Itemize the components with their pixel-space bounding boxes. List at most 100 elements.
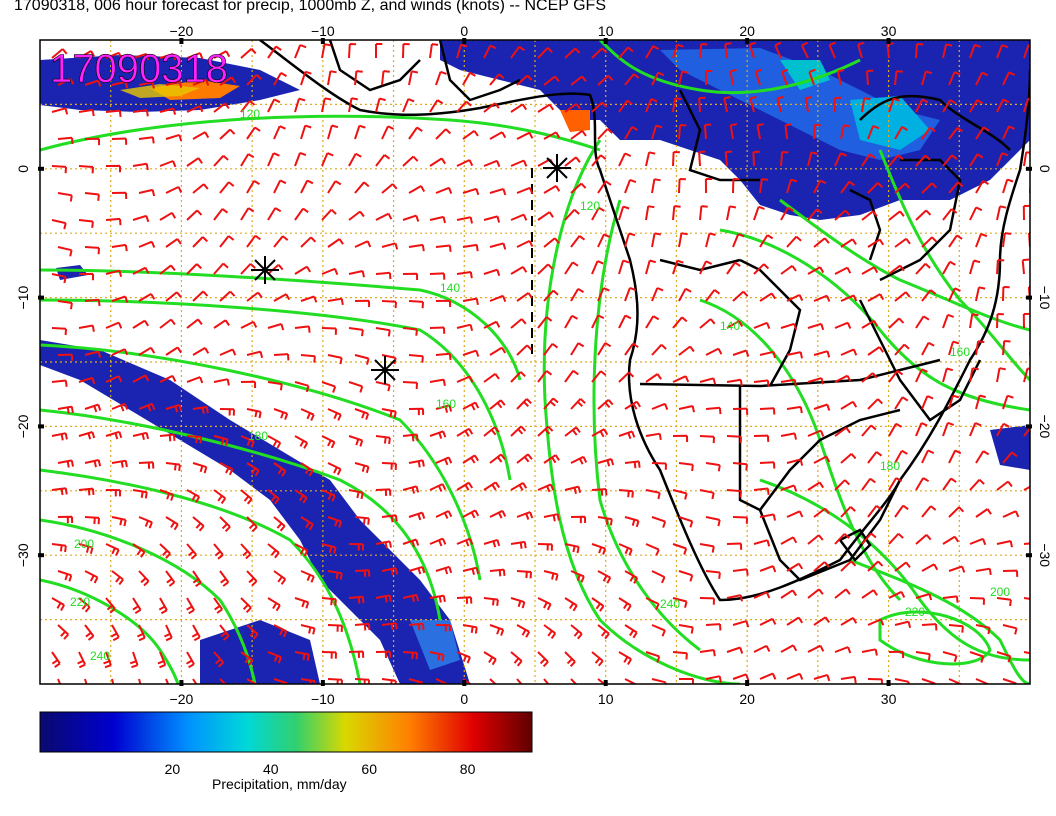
wind-barb (105, 269, 123, 278)
wind-barb (213, 262, 229, 275)
wind-barb (753, 434, 770, 442)
wind-barb (429, 651, 445, 662)
wind-barb (483, 268, 501, 277)
wind-barb (975, 126, 990, 140)
wind-barb-feather (552, 514, 556, 522)
wind-barb (543, 513, 560, 521)
wind-barb (543, 289, 559, 302)
wind-barb (375, 381, 391, 392)
wind-barb (138, 240, 156, 248)
wind-barb-feather (601, 630, 607, 637)
wind-barb (753, 539, 771, 547)
wind-barb (597, 233, 611, 248)
wind-barb (651, 570, 666, 584)
wind-barb (462, 401, 480, 410)
wind-barb (78, 324, 95, 332)
wind-barb (948, 181, 964, 194)
wind-barb-feather (191, 494, 197, 501)
wind-barb (570, 455, 588, 464)
wind-barb (321, 267, 339, 275)
contour-label: 180 (248, 429, 268, 443)
wind-barb (348, 43, 357, 59)
wind-barb (724, 150, 733, 167)
wind-barb (165, 570, 176, 587)
wind-barb (462, 349, 480, 357)
wind-barb (921, 341, 935, 356)
wind-barb (942, 421, 955, 437)
wind-barb (726, 435, 742, 444)
wind-barb-feather (390, 515, 394, 523)
wind-barb (192, 131, 210, 140)
wind-barb (192, 78, 210, 86)
wind-barb (273, 72, 288, 86)
wind-barb (759, 178, 769, 194)
wind-barb (975, 71, 989, 86)
wind-barb (624, 570, 639, 584)
wind-barb (408, 354, 424, 363)
wind-barb (483, 481, 501, 491)
wind-barb (348, 543, 364, 551)
wind-barb (969, 206, 983, 221)
wind-barb (921, 289, 937, 302)
wind-barb (273, 179, 287, 194)
wind-barb-feather (551, 456, 557, 464)
wind-barb-feather (302, 653, 306, 661)
wind-barb (165, 403, 183, 412)
wind-barb (1029, 461, 1030, 463)
wind-barb (138, 136, 155, 144)
wind-barb (759, 565, 777, 573)
wind-barb (618, 314, 632, 329)
wind-barb (672, 316, 688, 329)
wind-barb (57, 405, 74, 413)
wind-barb (78, 597, 91, 613)
wind-barb-feather (174, 463, 177, 471)
wind-barb-feather (330, 598, 333, 606)
wind-barb (381, 70, 390, 86)
wind-barb (435, 404, 453, 412)
wind-barb (840, 453, 857, 464)
wind-barb-feather (357, 597, 361, 604)
wind-barb-feather (519, 686, 524, 690)
wind-barb (402, 593, 420, 602)
wind-barb (591, 543, 607, 555)
wind-barb-feather (444, 406, 449, 413)
wind-barb-feather (87, 489, 91, 496)
wind-barb (807, 208, 823, 221)
wind-barb (564, 314, 578, 329)
wind-barb (867, 293, 885, 302)
lat-tick-label-right: −30 (1037, 543, 1053, 567)
wind-barb (867, 346, 884, 356)
wind-barb (381, 514, 398, 522)
wind-barb (516, 398, 532, 410)
wind-barb (867, 238, 885, 248)
wind-barb (618, 205, 630, 221)
wind-barb (543, 624, 557, 639)
wind-barb (273, 353, 290, 361)
wind-barb (813, 561, 830, 572)
wind-barb (564, 426, 581, 437)
wind-barb-feather (191, 632, 199, 638)
wind-barb-feather (595, 603, 601, 610)
wind-barb (651, 178, 661, 194)
wind-barb (732, 620, 750, 628)
wind-barb (510, 597, 526, 609)
wind-barb (381, 678, 397, 684)
wind-barb (381, 622, 398, 630)
lon-tick-label-bottom: 10 (598, 691, 614, 707)
map-frame (39, 39, 1031, 685)
wind-barb (435, 244, 452, 252)
wind-barb (705, 347, 723, 356)
wind-barb (759, 461, 776, 469)
wind-barb (483, 159, 501, 167)
wind-barb (699, 489, 715, 500)
wind-barb (132, 266, 150, 275)
wind-barb (111, 243, 128, 252)
wind-barb (1023, 97, 1030, 113)
wind-barb (375, 594, 392, 602)
wind-barb (672, 434, 689, 443)
wind-barb (159, 489, 175, 501)
wind-barb (888, 154, 904, 167)
wind-barb (543, 237, 560, 248)
wind-barb (570, 342, 585, 356)
